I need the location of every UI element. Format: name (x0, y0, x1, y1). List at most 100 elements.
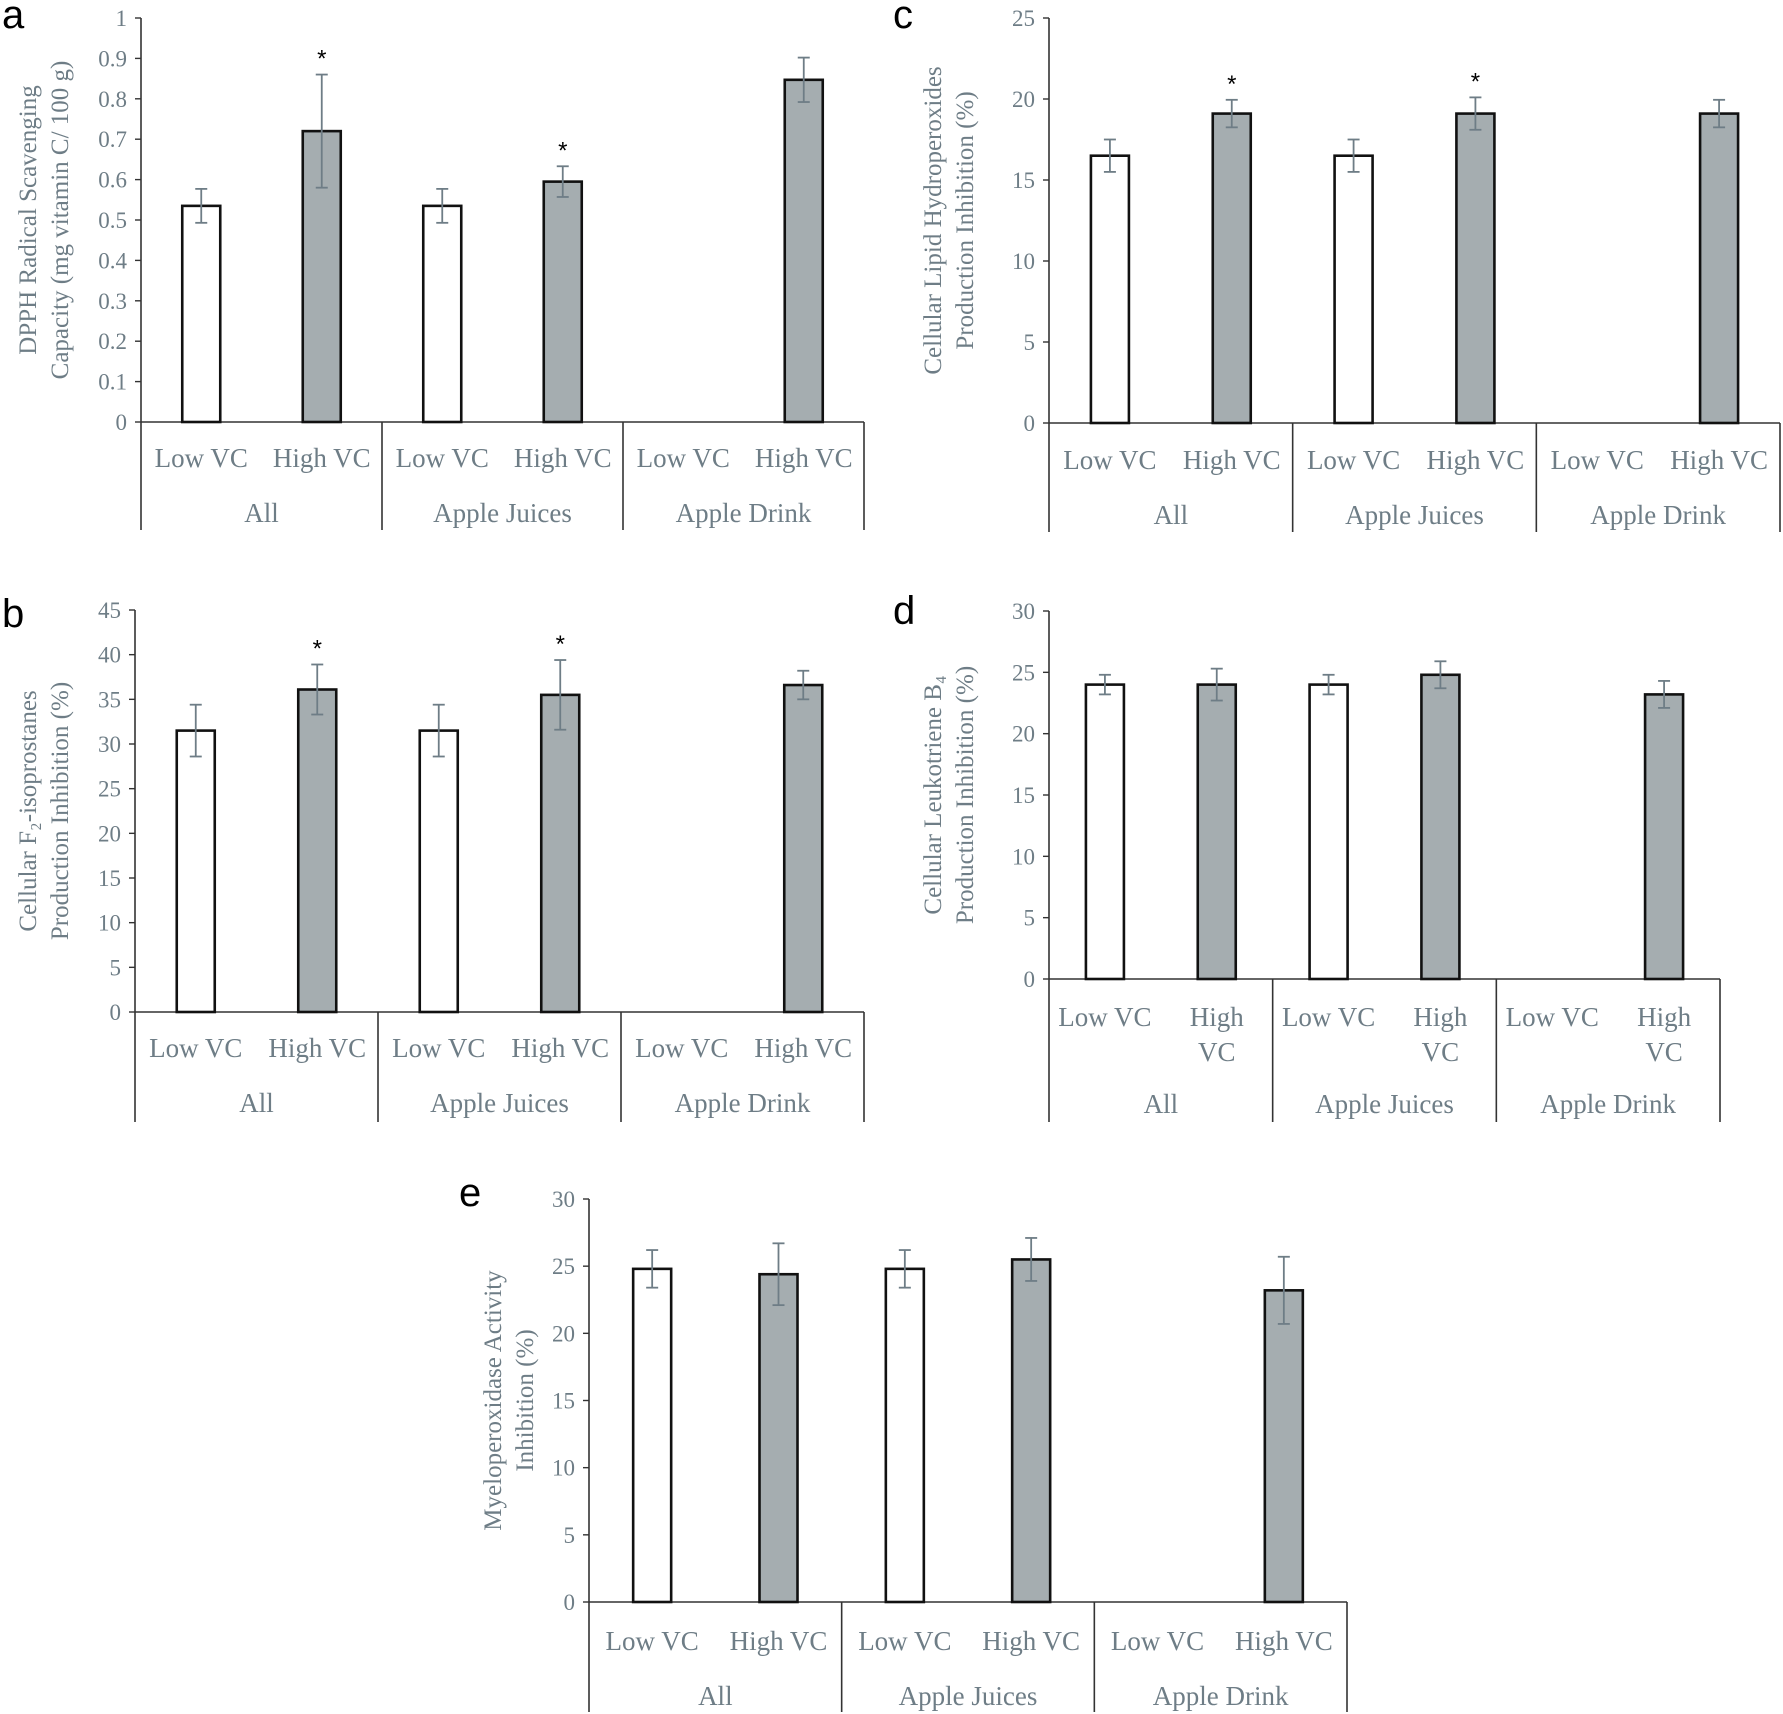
y-tick-label: 0 (1024, 967, 1036, 992)
x-tick-label: Low VC (637, 443, 730, 473)
group-label: All (698, 1681, 733, 1711)
x-tick-label: High VC (755, 443, 853, 473)
bar-low-vc (1089, 154, 1131, 425)
x-tick-label-line: High VC (982, 1626, 1080, 1656)
group-label: Apple Drink (675, 1088, 811, 1118)
x-tick-label-line: High VC (1427, 445, 1525, 475)
y-tick-label: 40 (98, 643, 121, 668)
x-tick-label: High VC (1183, 445, 1281, 475)
x-tick-label: Low VC (606, 1626, 699, 1656)
x-tick-label: Low VC (1058, 1002, 1151, 1032)
bar-high-vc (1263, 1289, 1305, 1604)
x-tick-label-line: High (1637, 1002, 1692, 1032)
y-tick-label: 0 (564, 1590, 576, 1615)
y-tick-label: 20 (1012, 722, 1035, 747)
bar-high-vc (1420, 673, 1461, 981)
significance-marker: * (1227, 71, 1236, 98)
y-axis-title: Myeloperoxidase Activity Inhibition (%) (480, 1270, 539, 1531)
y-tick-label: 10 (1012, 249, 1035, 274)
bar-high-vc (542, 180, 584, 424)
x-tick-label: High VC (1413, 1002, 1468, 1067)
y-tick-label: 25 (552, 1254, 575, 1279)
x-tick-label: Low VC (1551, 445, 1644, 475)
bar-low-vc (1333, 154, 1374, 425)
bar-high-vc (758, 1272, 799, 1604)
bar-high-vc (1643, 693, 1685, 981)
y-tick-label: 30 (552, 1187, 575, 1212)
x-tick-label-line: High VC (511, 1033, 609, 1063)
bar-low-vc (1084, 683, 1126, 981)
bar-low-vc (175, 729, 217, 1014)
panel-letter: c (893, 0, 913, 37)
group-label: Apple Juices (430, 1088, 569, 1118)
x-tick-label: Low VC (635, 1033, 728, 1063)
y-axis-title-line: Cellular F₂-isoprostanes (15, 690, 42, 931)
chart-panel-e: e 0 5 10 15 20 25 30 Myeloperoxidase Activity Inh… (459, 1171, 1348, 1712)
y-tick-label: 20 (98, 821, 121, 846)
y-tick-label: 15 (98, 866, 121, 891)
y-tick-label: 0.6 (98, 168, 127, 193)
y-axis-title: Cellular F₂-isoprostanes Production Inhib… (15, 682, 74, 940)
y-tick-label: 35 (98, 687, 121, 712)
bar-low-vc (421, 204, 463, 424)
x-tick-label-line: VC (1422, 1037, 1460, 1067)
y-tick-label: 1 (116, 6, 128, 31)
y-axis-title: Cellular Leukotriene B₄ Production Inhibi… (920, 666, 979, 924)
y-tick-label: 15 (552, 1389, 575, 1414)
x-tick-label: High VC (1235, 1626, 1333, 1656)
y-axis-title-line: Production Inhibition (%) (47, 682, 74, 940)
significance-marker: * (558, 137, 567, 164)
y-tick-label: 0.7 (98, 127, 127, 152)
x-tick-label: High VC (511, 1033, 609, 1063)
x-tick-label-line: Low VC (1307, 445, 1400, 475)
x-tick-label-line: Low VC (1111, 1626, 1204, 1656)
y-axis-title-line: Myeloperoxidase Activity (480, 1270, 507, 1531)
y-tick-label: 0.2 (98, 329, 127, 354)
bar-high-vc (539, 693, 581, 1014)
y-axis-title: DPPH Radical Scavenging Capacity (mg vita… (15, 61, 74, 380)
x-tick-label-line: High VC (273, 443, 371, 473)
x-tick-label-line: Low VC (396, 443, 489, 473)
group-label: All (1154, 500, 1189, 530)
y-tick-label: 20 (552, 1321, 575, 1346)
x-tick-label: High VC (982, 1626, 1080, 1656)
x-tick-label-line: Low VC (1506, 1002, 1599, 1032)
x-tick-label-line: High VC (1670, 445, 1768, 475)
x-tick-label: High VC (1190, 1002, 1245, 1067)
bar-low-vc (180, 204, 222, 424)
chart-panel-c: c 0 5 10 15 20 25 Cellular Lipid Hydroperoxides… (893, 0, 1781, 532)
y-tick-label: 25 (1012, 6, 1035, 31)
x-tick-label: High VC (1427, 445, 1525, 475)
group-label: All (1144, 1089, 1179, 1119)
x-tick-label-line: High VC (755, 443, 853, 473)
y-tick-label: 10 (98, 911, 121, 936)
panel-letter: a (2, 0, 25, 37)
group-label: Apple Drink (1153, 1681, 1289, 1711)
panel-letter: e (459, 1171, 481, 1215)
y-tick-label: 5 (110, 955, 122, 980)
y-tick-label: 0.1 (98, 370, 127, 395)
chart-panel-a: a 0 0.1 0.2 0.3 0.4 0.5 0.6 0.7 0.8 0.9 1 DPPH Radic… (2, 0, 865, 530)
group-label: All (244, 498, 279, 528)
bar-high-vc (783, 78, 825, 424)
group-label: Apple Juices (433, 498, 572, 528)
y-axis-title-line: Production Inhibition (%) (952, 666, 979, 924)
bar-low-vc (1308, 683, 1349, 981)
y-tick-label: 45 (98, 598, 121, 623)
y-tick-label: 0.8 (98, 87, 127, 112)
bar-high-vc (1698, 112, 1740, 425)
x-tick-label: High VC (754, 1033, 852, 1063)
significance-marker: * (556, 631, 565, 658)
y-tick-label: 15 (1012, 168, 1035, 193)
panel-letter: b (2, 592, 24, 636)
y-tick-label: 5 (1024, 906, 1036, 931)
y-tick-label: 5 (564, 1523, 576, 1548)
x-tick-label-line: Low VC (858, 1626, 951, 1656)
bar-low-vc (631, 1267, 673, 1604)
group-label: Apple Drink (1590, 500, 1726, 530)
y-tick-label: 20 (1012, 87, 1035, 112)
y-tick-label: 25 (98, 777, 121, 802)
x-tick-label: High VC (268, 1033, 366, 1063)
x-tick-label: Low VC (1307, 445, 1400, 475)
x-tick-label-line: High (1413, 1002, 1468, 1032)
